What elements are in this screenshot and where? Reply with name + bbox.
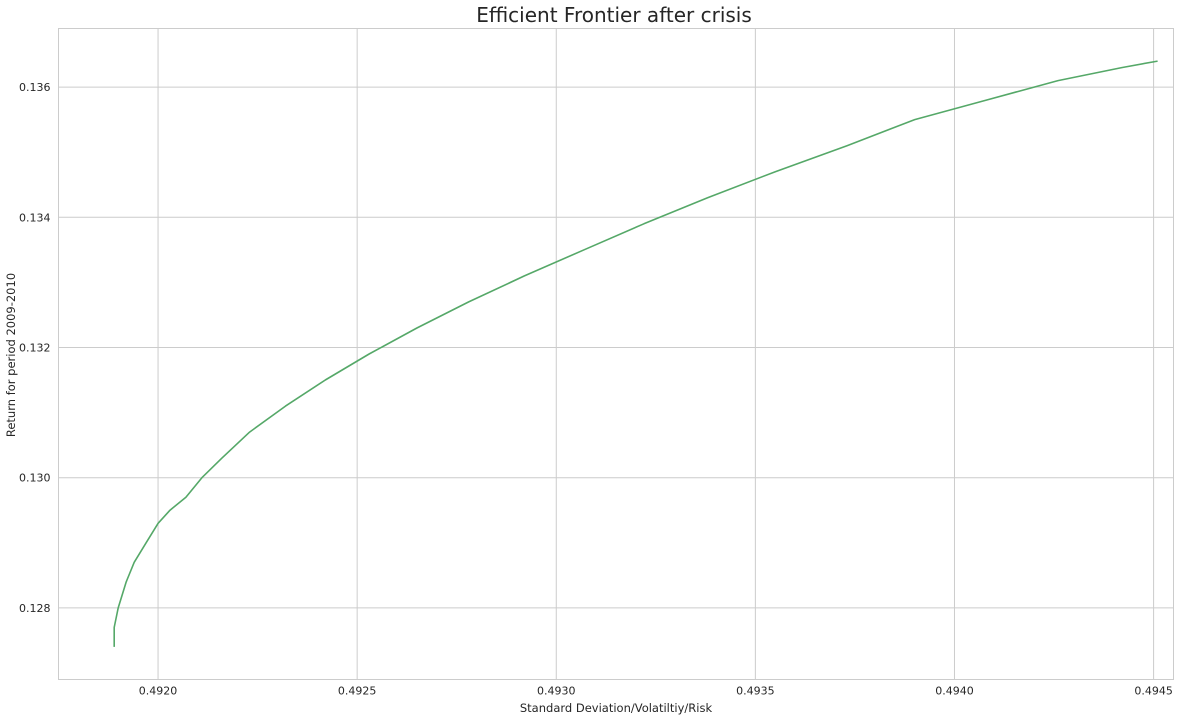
x-tick-label: 0.4920 (139, 685, 178, 698)
x-tick-label: 0.4945 (1134, 685, 1173, 698)
x-tick-labels: 0.4920 0.4925 0.4930 0.4935 0.4940 0.4945 (139, 685, 1173, 698)
x-axis-label: Standard Deviation/Volatiltiy/Risk (520, 701, 713, 715)
plot-area-frame (58, 28, 1174, 680)
chart-title: Efficient Frontier after crisis (476, 3, 752, 27)
y-tick-label: 0.128 (19, 602, 51, 615)
x-tick-label: 0.4935 (736, 685, 775, 698)
y-tick-label: 0.134 (19, 211, 51, 224)
y-axis-label: Return for period 2009-2010 (4, 273, 18, 437)
x-tick-label: 0.4940 (935, 685, 974, 698)
x-tick-label: 0.4930 (537, 685, 576, 698)
series-group (113, 60, 1158, 647)
grid (58, 28, 1174, 680)
y-tick-label: 0.132 (19, 341, 51, 354)
y-tick-label: 0.136 (19, 81, 51, 94)
x-tick-label: 0.4925 (338, 685, 377, 698)
y-tick-label: 0.130 (19, 472, 51, 485)
frontier-line (113, 60, 1158, 647)
y-tick-labels: 0.128 0.130 0.132 0.134 0.136 (19, 81, 51, 615)
